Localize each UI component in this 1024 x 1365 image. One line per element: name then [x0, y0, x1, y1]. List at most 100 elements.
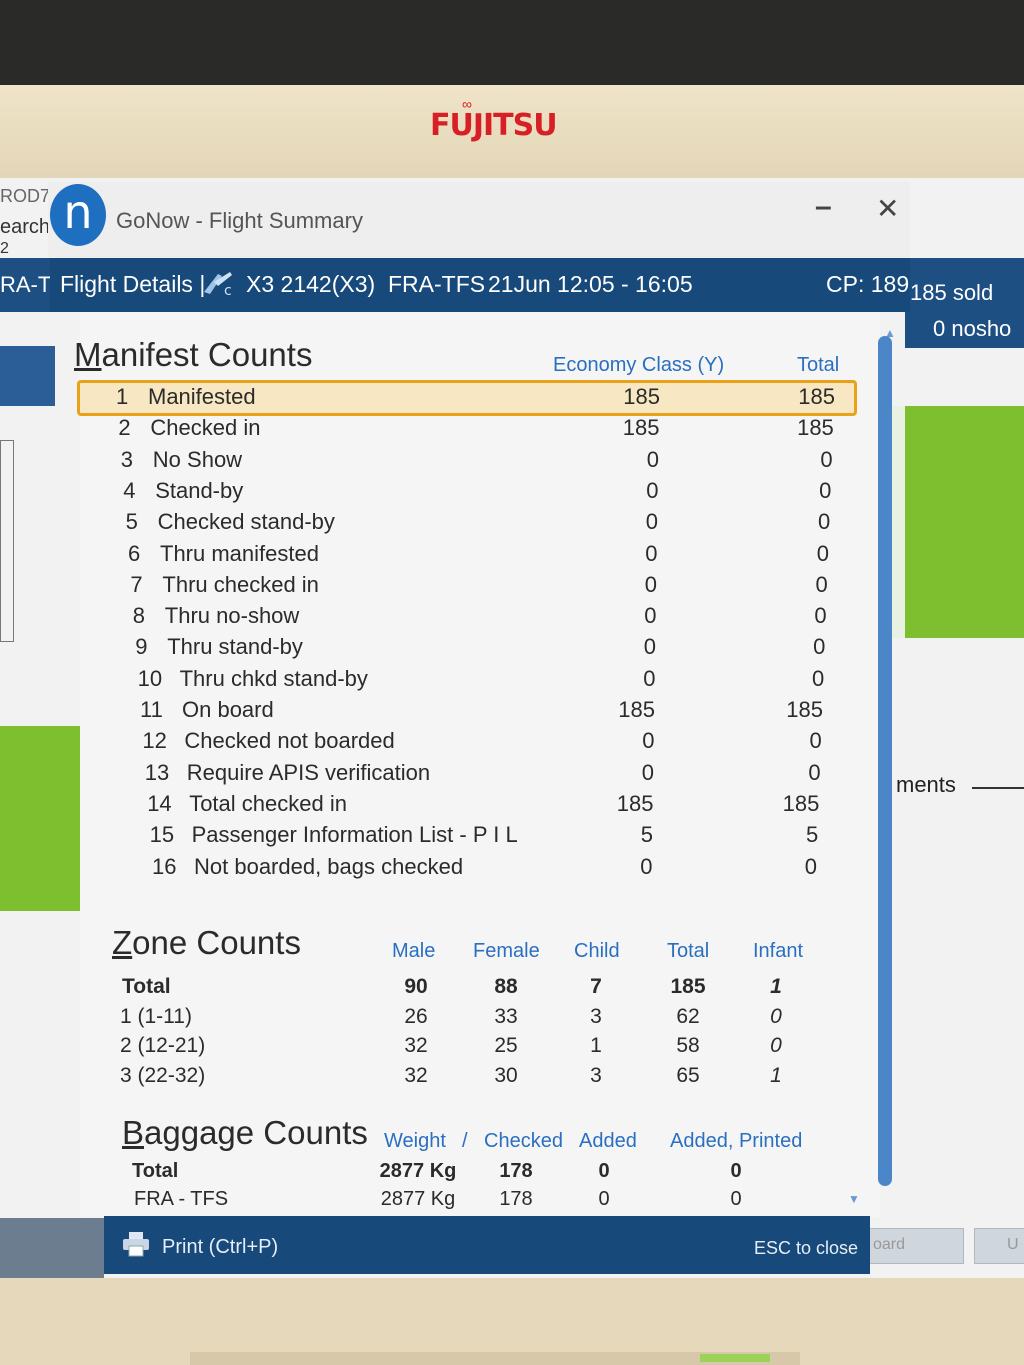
manifest-row-total: 0	[814, 603, 827, 629]
manifest-row-economy: 0	[645, 509, 658, 535]
window-title: GoNow - Flight Summary	[116, 208, 363, 233]
baggage-cell-weight: 2877 Kg	[379, 1160, 457, 1182]
bg-header-strip	[0, 258, 50, 312]
vertical-scrollbar[interactable]	[878, 336, 892, 1186]
zone-cell-total: 65	[676, 1063, 700, 1087]
bg-label: 2	[0, 240, 9, 257]
manifest-row-total: 5	[805, 822, 819, 848]
printer-icon[interactable]	[122, 1231, 150, 1257]
manifest-row-total: 0	[809, 728, 822, 754]
selected-row-highlight	[77, 380, 857, 416]
manifest-row-number: 12	[142, 728, 167, 754]
baggage-cell-checked: 178	[499, 1160, 533, 1182]
zone-cell-infant: 0	[770, 1004, 782, 1028]
manifest-row-number: 10	[137, 665, 163, 691]
zone-cell-female: 30	[494, 1063, 518, 1087]
summary-panel	[80, 312, 880, 1217]
baggage-cell-added_printed: 0	[730, 1188, 742, 1210]
flight-number: X3 2142(X3)	[246, 271, 376, 297]
zone-cell-male: 90	[404, 975, 428, 998]
bg-button[interactable]: U	[974, 1228, 1024, 1264]
bg-panel	[0, 346, 55, 406]
manifest-row-economy: 185	[622, 415, 660, 441]
zone-col-child: Child	[574, 940, 620, 962]
baggage-cell-added: 0	[598, 1188, 610, 1210]
bg-box	[0, 440, 14, 642]
baggage-col-added: Added	[579, 1130, 637, 1152]
bg-search-label: earch	[0, 216, 51, 238]
scroll-down-icon[interactable]: ▼	[848, 1192, 860, 1206]
manifest-row-label: Require APIS verification	[186, 759, 431, 785]
zone-cell-male: 26	[404, 1004, 428, 1028]
baggage-row-label: FRA - TFS	[134, 1188, 229, 1210]
manifest-row-number: 14	[147, 790, 172, 816]
baggage-col-weight: Weight	[384, 1130, 446, 1152]
close-button[interactable]: ✕	[876, 193, 900, 224]
manifest-row-economy: 0	[642, 728, 655, 754]
zone-col-female: Female	[473, 940, 540, 962]
app-logo-icon: n	[50, 184, 106, 246]
zone-cell-male: 32	[404, 1063, 428, 1087]
svg-text:c: c	[224, 283, 232, 298]
cp-count: CP: 189	[826, 271, 910, 297]
zone-title: Zone Counts	[112, 924, 301, 961]
manifest-row-number: 9	[135, 634, 148, 660]
zone-cell-total: 58	[676, 1034, 700, 1057]
sold-count: 185 sold	[910, 280, 994, 305]
manifest-row-economy: 0	[641, 759, 654, 785]
manifest-row-economy: 5	[640, 822, 653, 848]
baggage-title: Baggage Counts	[122, 1114, 368, 1151]
board-button[interactable]: oard	[866, 1228, 964, 1264]
zone-cell-female: 88	[494, 975, 518, 998]
zone-cell-female: 33	[494, 1004, 518, 1028]
zone-row-label: 2 (12-21)	[120, 1034, 206, 1057]
manifest-row-economy: 0	[644, 571, 657, 597]
baggage-col-added-printed: Added, Printed	[670, 1130, 803, 1152]
zone-cell-infant: 0	[770, 1034, 782, 1057]
zone-row-label: Total	[122, 975, 171, 998]
bg-green-panel	[0, 726, 80, 911]
manifest-row-label: Thru manifested	[160, 540, 319, 566]
bg-partial-label: ments	[896, 772, 956, 797]
brand-logo-icon: ∞	[462, 96, 472, 112]
bg-label: ROD7	[0, 186, 51, 206]
scroll-up-icon[interactable]: ▲	[884, 326, 896, 340]
manifest-row-label: Thru checked in	[162, 571, 319, 597]
bg-right-header	[905, 258, 1024, 348]
divider	[972, 787, 1024, 789]
manifest-row-economy: 0	[645, 540, 658, 566]
manifest-row-economy: 0	[646, 446, 659, 472]
print-button[interactable]: Print (Ctrl+P)	[162, 1236, 279, 1258]
manifest-row-number: 5	[125, 509, 138, 535]
manifest-row-number: 1	[116, 384, 129, 409]
baggage-col-checked: Checked	[484, 1130, 563, 1152]
zone-cell-child: 1	[590, 1034, 602, 1057]
manifest-title: Manifest Counts	[74, 336, 313, 373]
baggage-cell-checked: 178	[499, 1188, 533, 1210]
manifest-row-label: No Show	[152, 446, 243, 472]
zone-row-label: 3 (22-32)	[120, 1063, 206, 1087]
manifest-row-economy: 185	[623, 384, 660, 409]
monitor-brand: FUJITSU	[430, 108, 558, 143]
baggage-col-separator: /	[462, 1130, 468, 1152]
manifest-row-number: 8	[132, 603, 146, 629]
manifest-row-number: 3	[120, 446, 134, 472]
manifest-row-total: 0	[808, 759, 821, 785]
manifest-row-number: 7	[130, 571, 143, 597]
zone-cell-infant: 1	[770, 975, 782, 998]
manifest-row-number: 6	[128, 540, 141, 566]
zone-cell-total: 185	[670, 975, 706, 998]
manifest-row-number: 11	[140, 697, 163, 722]
manifest-row-total: 185	[797, 415, 834, 441]
manifest-col-economy: Economy Class (Y)	[553, 354, 725, 376]
zone-cell-child: 3	[590, 1004, 602, 1028]
flight-details-label: Flight Details |	[60, 271, 206, 297]
zone-cell-child: 3	[590, 1063, 602, 1087]
manifest-row-number: 4	[123, 477, 136, 503]
flight-date-time: 21Jun 12:05 - 16:05	[488, 271, 693, 297]
manifest-col-total: Total	[797, 354, 840, 376]
monitor-bezel-top	[0, 85, 1024, 180]
manifest-row-number: 2	[118, 415, 131, 441]
minimize-button[interactable]: –	[815, 190, 832, 223]
flight-route: FRA-TFS	[388, 271, 486, 297]
